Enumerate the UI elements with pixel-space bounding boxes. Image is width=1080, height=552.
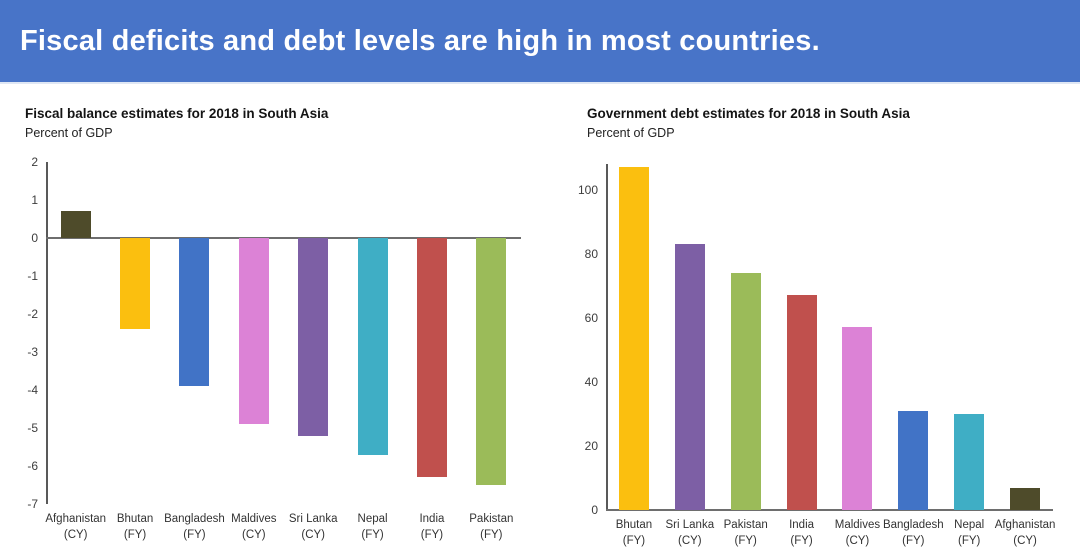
- bar-bangladesh: [179, 238, 210, 387]
- x-axis-label-period: (FY): [420, 529, 444, 542]
- x-axis-label-country: Pakistan: [723, 519, 768, 531]
- y-tick-label: 20: [584, 438, 598, 453]
- x-axis-label-country: Sri Lanka: [665, 519, 715, 531]
- bar-pakistan: [476, 238, 507, 485]
- bar-pakistan: [730, 272, 761, 510]
- x-axis-label-period: (FY): [622, 535, 646, 548]
- x-axis-label: Pakistan (FY): [445, 511, 537, 543]
- x-axis-label-country: Bhutan: [116, 513, 154, 525]
- x-axis-label: Bhutan (FY): [89, 511, 181, 543]
- x-axis-label-period: (FY): [480, 529, 503, 542]
- bar-bangladesh: [898, 410, 929, 510]
- government-debt-chart-subtitle: Percent of GDP: [587, 126, 675, 140]
- x-axis-label: Nepal (FY): [327, 511, 419, 543]
- x-axis-label-country: Maldives: [834, 519, 881, 531]
- y-tick-label: 2: [31, 155, 38, 169]
- x-axis-label-period: (CY): [63, 529, 88, 542]
- x-axis-label: Afghanistan (CY): [30, 511, 122, 543]
- fiscal-balance-chart-title: Fiscal balance estimates for 2018 in Sou…: [25, 106, 329, 121]
- y-axis-line: [46, 162, 48, 504]
- government-debt-chart: Government debt estimates for 2018 in So…: [540, 100, 1080, 552]
- bar-maldives: [238, 238, 269, 425]
- x-axis-label-period: (CY): [241, 529, 266, 542]
- y-tick-label: 100: [577, 182, 598, 197]
- y-tick-label: -7: [27, 497, 38, 511]
- x-axis-label-country: Afghanistan: [994, 519, 1056, 531]
- x-axis-label-country: Maldives: [231, 513, 277, 525]
- x-axis-label-period: (FY): [790, 535, 813, 548]
- x-axis-label-period: (CY): [1013, 535, 1037, 548]
- bar-nepal: [357, 238, 388, 455]
- x-axis-label-period: (CY): [845, 535, 870, 548]
- y-tick-label: 40: [584, 374, 598, 389]
- bar-bhutan: [618, 167, 649, 510]
- fiscal-balance-chart: Fiscal balance estimates for 2018 in Sou…: [20, 100, 535, 552]
- y-tick-label: 60: [584, 310, 598, 325]
- x-axis-label-country: Sri Lanka: [288, 513, 338, 525]
- fiscal-balance-chart-subtitle: Percent of GDP: [25, 126, 113, 140]
- x-axis-label-country: Afghanistan: [45, 513, 107, 525]
- bar-nepal: [954, 413, 985, 510]
- y-tick-label: 80: [584, 246, 598, 261]
- x-axis-label: Sri Lanka (CY): [644, 517, 736, 549]
- x-axis-label: Afghanistan (CY): [979, 517, 1071, 549]
- x-axis-label-period: (FY): [902, 535, 925, 548]
- x-axis-label-country: India: [789, 519, 815, 531]
- x-axis-label: India (FY): [386, 511, 478, 543]
- x-axis-line: [46, 237, 521, 239]
- page-title: Fiscal deficits and debt levels are high…: [20, 24, 820, 57]
- y-tick-label: -5: [27, 421, 38, 435]
- y-tick-label: -1: [27, 269, 38, 283]
- y-tick-label: 1: [31, 193, 38, 207]
- x-axis-label-period: (FY): [361, 529, 384, 542]
- x-axis-label-country: Nepal: [357, 513, 388, 525]
- government-debt-chart-title: Government debt estimates for 2018 in So…: [587, 106, 910, 121]
- bar-bhutan: [120, 238, 151, 330]
- y-tick-label: -4: [27, 383, 38, 397]
- x-axis-label-period: (FY): [123, 529, 147, 542]
- x-axis-label-period: (FY): [734, 535, 757, 548]
- x-axis-label-period: (CY): [301, 529, 325, 542]
- x-axis-label: Pakistan (FY): [700, 517, 792, 549]
- y-tick-label: -3: [27, 345, 38, 359]
- x-axis-label: Bangladesh (FY): [148, 511, 240, 543]
- x-axis-label-country: Nepal: [954, 519, 985, 531]
- y-tick-label: -2: [27, 307, 38, 321]
- x-axis-line: [606, 509, 1053, 511]
- x-axis-label-period: (CY): [677, 535, 702, 548]
- x-axis-label: Maldives (CY): [208, 511, 300, 543]
- bar-afghanistan: [1010, 487, 1041, 510]
- government-debt-plot: 100 80 60 40 20 0 Bhutan (FY) Sri Lanka (CY) Pakis…: [540, 150, 1080, 552]
- x-axis-label-period: (FY): [958, 535, 981, 548]
- bar-sri-lanka: [298, 238, 329, 436]
- y-axis-line: [606, 164, 608, 510]
- x-axis-label: Maldives (CY): [811, 517, 903, 549]
- header-banner: Fiscal deficits and debt levels are high…: [0, 0, 1080, 84]
- bar-india: [786, 295, 817, 510]
- fiscal-balance-plot: 2 1 0 -1 -2 -3 -4 -5 -6 -7 Afghanistan (CY) Bhutan (F…: [20, 150, 535, 552]
- y-tick-label: 0: [591, 503, 598, 517]
- x-axis-label: Bhutan (FY): [588, 517, 680, 549]
- x-axis-label-country: Bangladesh: [882, 519, 944, 531]
- x-axis-label-country: Pakistan: [469, 513, 514, 525]
- bar-maldives: [842, 327, 873, 510]
- x-axis-label: Sri Lanka (CY): [267, 511, 359, 543]
- x-axis-label-country: Bangladesh: [164, 513, 225, 525]
- bar-india: [416, 238, 447, 478]
- bar-afghanistan: [60, 211, 91, 238]
- x-axis-label-country: Bhutan: [615, 519, 653, 531]
- x-axis-label-period: (FY): [183, 529, 206, 542]
- y-tick-label: 0: [31, 231, 38, 245]
- y-tick-label: -6: [27, 459, 38, 473]
- x-axis-label: India (FY): [756, 517, 848, 549]
- x-axis-label: Bangladesh (FY): [867, 517, 959, 549]
- x-axis-label-country: India: [419, 513, 445, 525]
- x-axis-label: Nepal (FY): [923, 517, 1015, 549]
- bar-sri-lanka: [674, 244, 705, 510]
